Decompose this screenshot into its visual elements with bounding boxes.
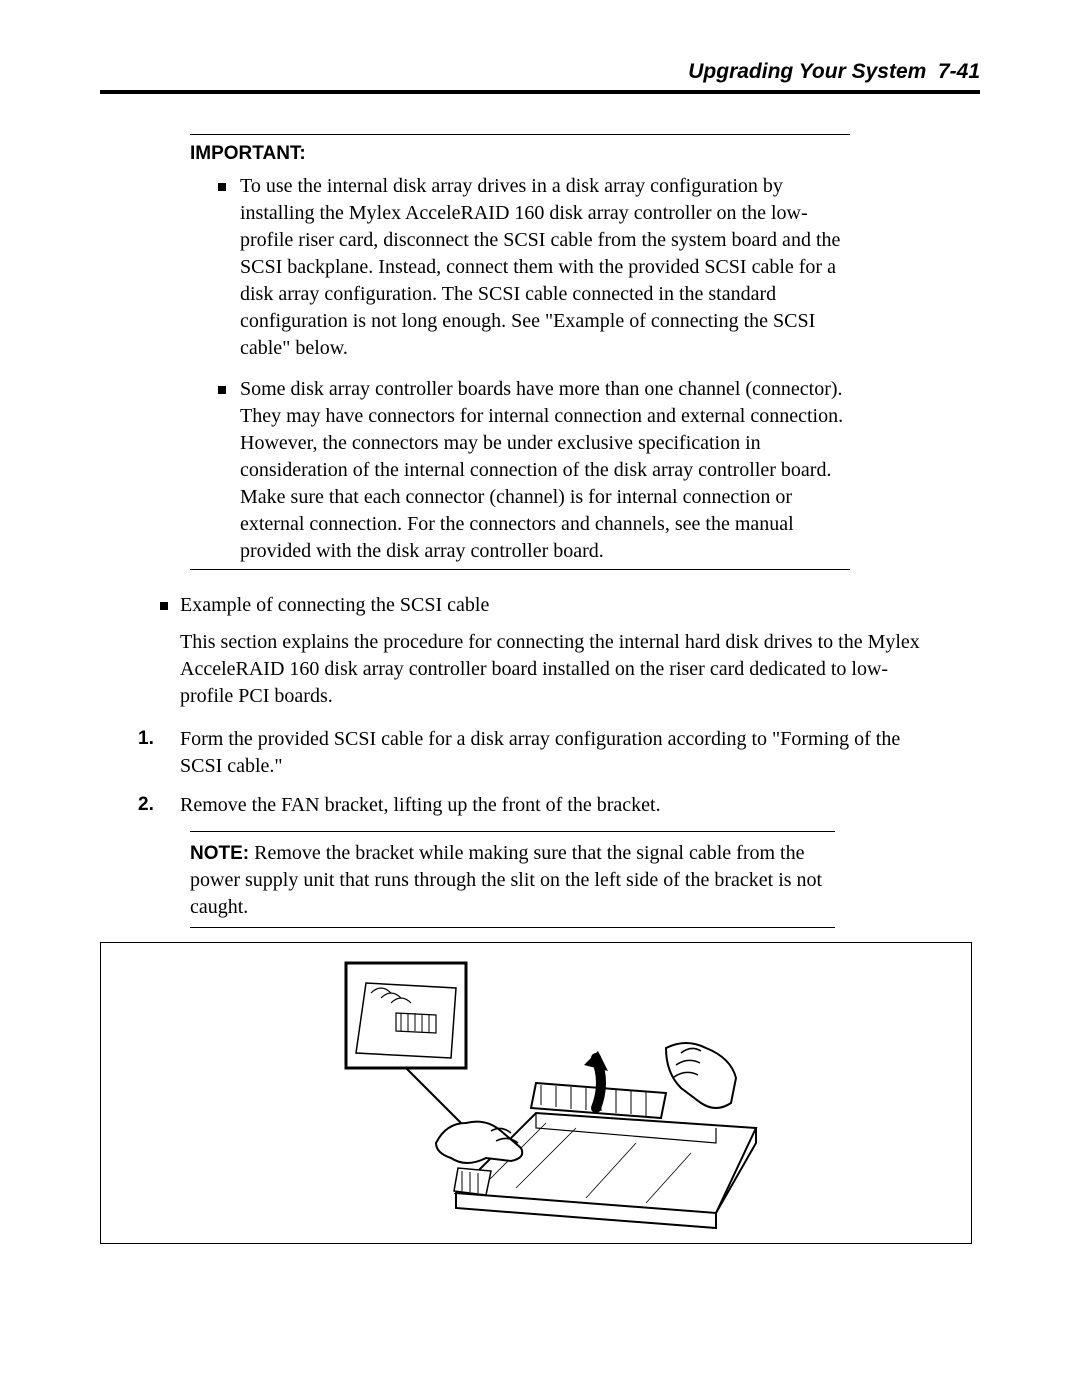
rule-top — [190, 831, 835, 840]
procedure-steps: 1. Form the provided SCSI cable for a di… — [130, 726, 940, 819]
chapter-title: Upgrading Your System — [688, 60, 926, 83]
important-bullet-list: To use the internal disk array drives in… — [190, 173, 850, 565]
example-title: Example of connecting the SCSI cable — [160, 592, 940, 619]
rule-top — [190, 134, 850, 143]
rule-bottom — [190, 569, 850, 570]
bracket-removal-illustration — [286, 953, 786, 1233]
step-number: 2. — [138, 792, 154, 818]
step-number: 1. — [138, 726, 154, 752]
step-text: Remove the FAN bracket, lifting up the f… — [180, 794, 661, 816]
step-item: 2. Remove the FAN bracket, lifting up th… — [130, 792, 940, 819]
important-bullet: Some disk array controller boards have m… — [218, 376, 850, 565]
figure-illustration — [100, 942, 972, 1244]
step-item: 1. Form the provided SCSI cable for a di… — [130, 726, 940, 780]
note-body: Remove the bracket while making sure tha… — [190, 842, 822, 918]
example-description: This section explains the procedure for … — [180, 629, 940, 710]
note-text-line: NOTE: Remove the bracket while making su… — [190, 840, 835, 921]
page-header: Upgrading Your System 7-41 — [100, 60, 980, 94]
important-heading: IMPORTANT: — [190, 143, 850, 165]
body-content: Example of connecting the SCSI cable Thi… — [130, 592, 940, 819]
page-number: 7-41 — [938, 60, 980, 83]
note-label: NOTE: — [190, 843, 249, 864]
rule-bottom — [190, 927, 835, 928]
step-text: Form the provided SCSI cable for a disk … — [180, 728, 900, 777]
note-callout: NOTE: Remove the bracket while making su… — [190, 831, 835, 928]
important-callout: IMPORTANT: To use the internal disk arra… — [190, 134, 850, 570]
important-bullet: To use the internal disk array drives in… — [218, 173, 850, 362]
document-page: Upgrading Your System 7-41 IMPORTANT: To… — [0, 0, 1080, 1397]
example-bullet-list: Example of connecting the SCSI cable — [130, 592, 940, 619]
